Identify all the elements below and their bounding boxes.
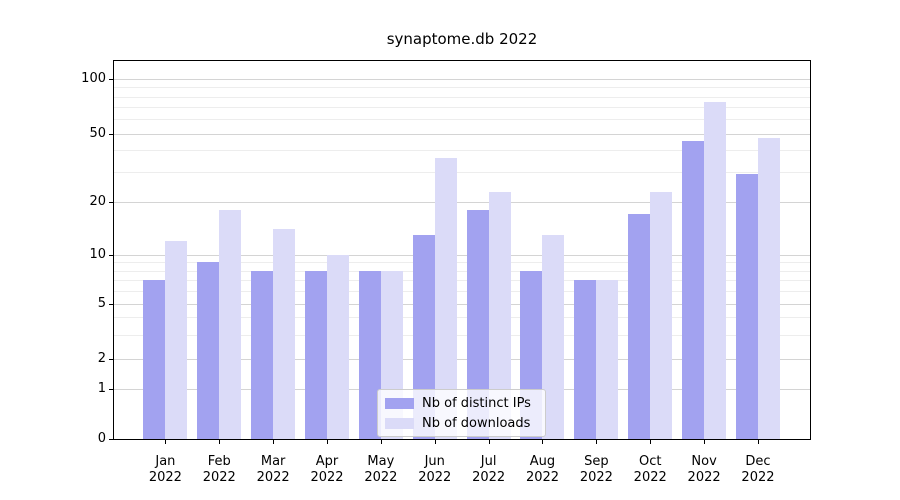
x-tick-aug [542,440,544,444]
y-tick-0 [109,439,113,440]
gridline-minor-60 [114,119,810,121]
x-tick-sep [596,440,598,444]
x-tick-label-jul: Jul 2022 [472,454,506,485]
bar-downloads-mar [273,229,296,439]
gridline-major-10 [114,255,810,256]
gridline-major-20 [114,202,810,203]
gridline-minor-70 [114,107,810,109]
x-tick-jul [488,440,490,444]
bar-ips-nov [682,141,705,439]
y-tick-label-20: 20 [89,194,106,209]
gridline-minor-8 [114,270,810,272]
legend-item-downloads: Nb of downloads [385,415,538,432]
x-tick-label-may: May 2022 [364,454,398,485]
y-tick-label-100: 100 [81,71,106,86]
gridline-minor-90 [114,87,810,89]
legend-item-ips: Nb of distinct IPs [385,395,538,412]
x-tick-label-dec: Dec 2022 [741,454,775,485]
y-tick-10 [109,255,113,256]
bar-downloads-oct [650,191,673,439]
bar-ips-feb [197,262,220,439]
bar-ips-sep [574,280,597,439]
bar-downloads-feb [219,210,242,439]
x-tick-label-mar: Mar 2022 [256,454,290,485]
bar-downloads-jun [434,158,457,439]
x-tick-mar [273,440,275,444]
bar-downloads-nov [704,101,727,439]
y-tick-2 [109,359,113,360]
bar-ips-oct [628,214,651,439]
y-tick-100 [109,79,113,80]
x-tick-label-aug: Aug 2022 [525,454,560,485]
gridline-minor-4 [114,317,810,319]
y-tick-50 [109,133,113,135]
bar-downloads-sep [596,280,619,439]
x-tick-jun [434,440,436,444]
x-tick-oct [650,440,652,444]
x-tick-label-apr: Apr 2022 [310,454,344,485]
y-tick-label-5: 5 [97,296,106,311]
plot-area [113,60,811,440]
gridline-minor-30 [114,171,810,173]
bar-ips-mar [251,270,274,439]
x-tick-label-oct: Oct 2022 [633,454,667,485]
gridline-major-100 [114,79,810,80]
chart-title: synaptome.db 2022 [386,30,538,48]
legend-label-ips: Nb of distinct IPs [422,395,531,411]
bar-ips-apr [305,270,327,439]
x-tick-label-sep: Sep 2022 [579,454,613,485]
bar-downloads-jul [488,191,511,439]
y-tick-1 [109,389,113,390]
x-tick-jan [165,440,167,444]
bar-downloads-apr [327,255,349,439]
gridline-minor-7 [114,280,810,282]
gridline-major-50 [114,133,810,135]
x-tick-may [380,440,382,444]
bar-ips-dec [735,174,758,439]
bar-downloads-aug [542,234,565,439]
gridline-minor-9 [114,262,810,264]
x-tick-feb [219,440,221,444]
y-tick-label-0: 0 [97,431,106,446]
gridline-minor-40 [114,150,810,152]
x-tick-dec [757,440,759,444]
x-tick-label-feb: Feb 2022 [202,454,236,485]
gridline-minor-3 [114,334,810,336]
x-tick-label-jun: Jun 2022 [418,454,452,485]
y-tick-5 [109,304,113,305]
bar-downloads-jan [165,241,188,439]
y-tick-label-10: 10 [89,247,106,262]
bar-ips-jun [412,234,435,439]
bar-downloads-dec [757,138,780,439]
legend-label-downloads: Nb of downloads [422,415,531,431]
legend-swatch-downloads [385,418,414,429]
legend: Nb of distinct IPs Nb of downloads [377,389,546,437]
x-tick-label-nov: Nov 2022 [687,454,721,485]
gridline-major-2 [114,359,810,360]
x-tick-label-jan: Jan 2022 [148,454,182,485]
legend-swatch-ips [385,398,414,409]
y-tick-20 [109,202,113,203]
y-tick-label-2: 2 [97,351,106,366]
bar-ips-jul [466,210,489,439]
gridline-minor-6 [114,291,810,293]
bar-ips-may [358,270,381,439]
gridline-major-5 [114,304,810,305]
bar-ips-jan [143,280,166,439]
y-tick-label-1: 1 [97,381,106,396]
y-tick-label-50: 50 [89,125,106,141]
x-tick-apr [327,440,328,444]
gridline-minor-80 [114,96,810,98]
x-tick-nov [704,440,706,444]
